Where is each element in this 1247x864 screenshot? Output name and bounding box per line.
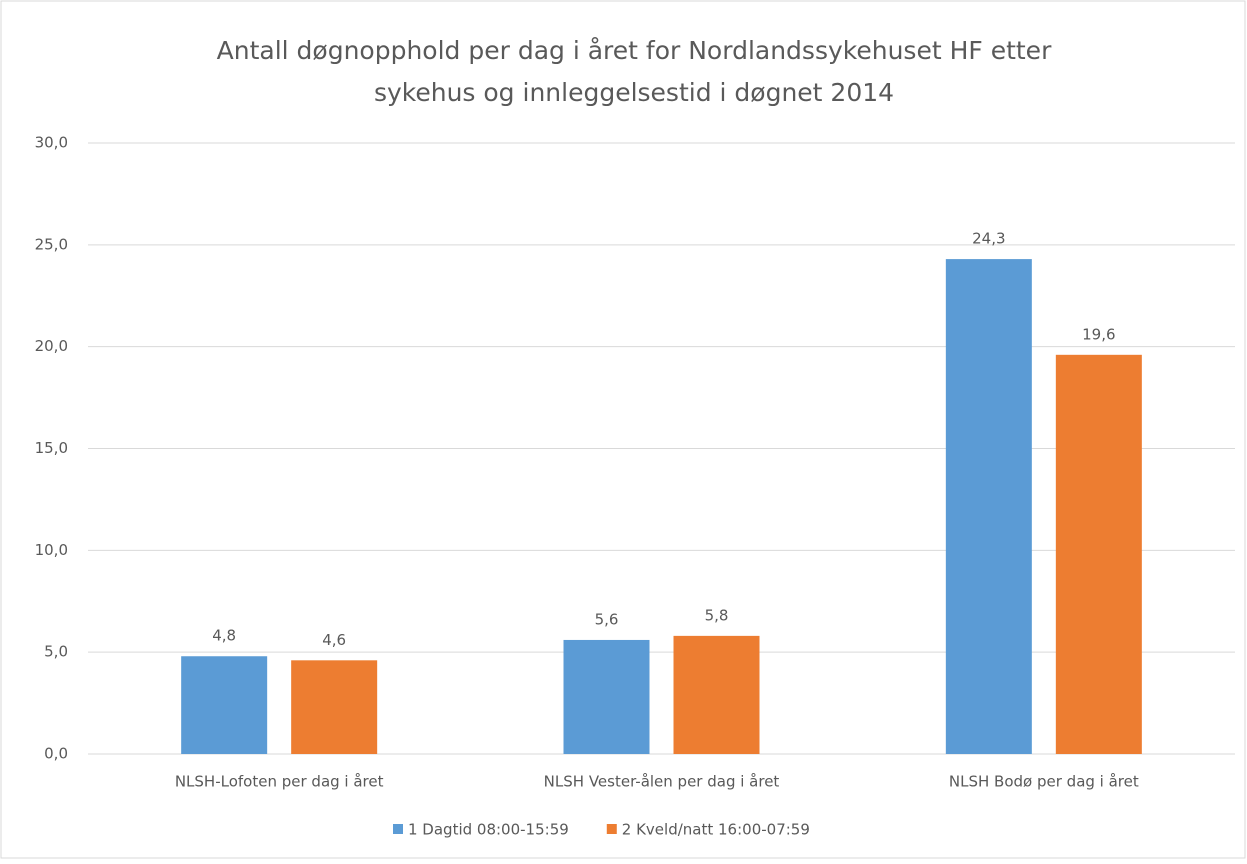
y-tick-label: 5,0 [44,643,68,661]
data-label: 4,6 [322,631,346,649]
legend-label: 1 Dagtid 08:00-15:59 [408,821,569,839]
bar [291,660,378,754]
data-label: 24,3 [972,230,1005,248]
y-tick-label: 15,0 [35,439,68,457]
x-tick-label: NLSH Vester-ålen per dag i året [544,773,780,791]
bar [945,259,1032,754]
x-tick-label: NLSH Bodø per dag i året [949,773,1139,791]
y-tick-label: 25,0 [35,235,68,253]
data-label: 5,6 [595,610,619,628]
data-label: 5,8 [705,606,729,624]
x-tick-label: NLSH-Lofoten per dag i året [175,773,384,791]
chart-title: sykehus og innleggelsestid i døgnet 2014 [374,78,894,107]
y-tick-label: 10,0 [35,541,68,559]
legend-swatch [393,824,403,834]
bar [563,639,650,754]
legend-label: 2 Kveld/natt 16:00-07:59 [622,821,810,839]
data-label: 19,6 [1082,325,1115,343]
y-tick-label: 0,0 [44,745,68,763]
y-tick-label: 20,0 [35,337,68,355]
bar [181,656,268,754]
bar [673,635,760,754]
chart-title: Antall døgnopphold per dag i året for No… [217,36,1052,65]
data-label: 4,8 [212,627,236,645]
legend-swatch [606,824,617,834]
bar [1055,354,1142,754]
y-tick-label: 30,0 [35,134,68,152]
